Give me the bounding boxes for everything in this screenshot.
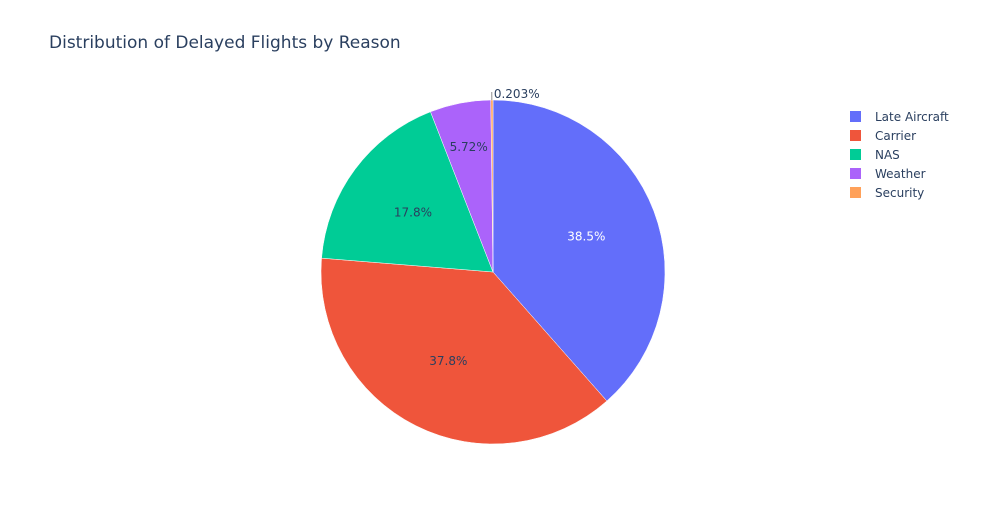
- pie-slice-nas[interactable]: [321, 111, 494, 273]
- legend-item-nas[interactable]: NAS: [850, 145, 949, 164]
- legend-swatch-late-aircraft: [850, 111, 861, 122]
- legend-label-carrier: Carrier: [875, 128, 917, 143]
- legend-swatch-security: [850, 187, 861, 198]
- legend: Late Aircraft Carrier NAS Weather Security: [850, 107, 949, 202]
- legend-swatch-nas: [850, 149, 861, 160]
- slice-label-late-aircraft: 38.5%: [567, 230, 605, 244]
- legend-label-late-aircraft: Late Aircraft: [875, 109, 949, 124]
- legend-item-late-aircraft[interactable]: Late Aircraft: [850, 107, 949, 126]
- chart-title: Distribution of Delayed Flights by Reaso…: [49, 33, 401, 53]
- legend-swatch-carrier: [850, 130, 861, 141]
- slice-label-nas: 17.8%: [394, 205, 432, 219]
- slice-label-carrier: 37.8%: [429, 354, 467, 368]
- legend-item-security[interactable]: Security: [850, 183, 949, 202]
- pie-slice-late-aircraft[interactable]: [492, 99, 666, 402]
- legend-swatch-weather: [850, 168, 861, 179]
- pie-slice-carrier[interactable]: [320, 257, 608, 445]
- slice-label-security: 0.203%: [494, 87, 540, 101]
- legend-label-security: Security: [875, 185, 925, 200]
- legend-item-weather[interactable]: Weather: [850, 164, 949, 183]
- pie-slice-security[interactable]: [490, 99, 494, 273]
- legend-label-nas: NAS: [875, 147, 900, 162]
- legend-label-weather: Weather: [875, 166, 926, 181]
- legend-item-carrier[interactable]: Carrier: [850, 126, 949, 145]
- slice-label-weather: 5.72%: [450, 140, 488, 154]
